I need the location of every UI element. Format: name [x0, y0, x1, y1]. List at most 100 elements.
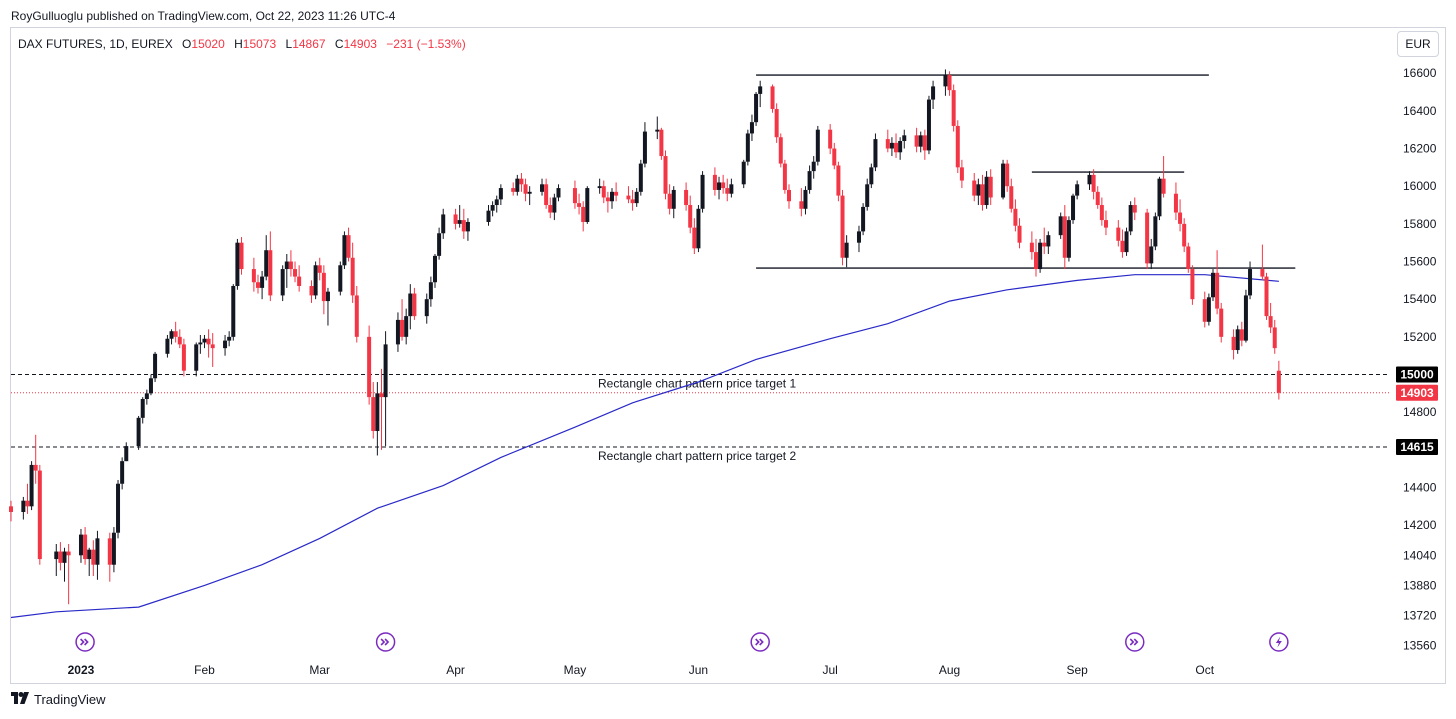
candle-body: [1161, 178, 1166, 194]
candle-body: [832, 148, 837, 166]
candle-body: [223, 340, 228, 349]
candle-body: [815, 129, 820, 162]
candle-body: [202, 338, 207, 343]
y-tick-label: 16200: [1403, 142, 1437, 156]
candle-body: [490, 205, 495, 211]
candle-body: [437, 233, 442, 256]
y-tick-label: 14400: [1403, 481, 1437, 495]
candle-body: [1157, 178, 1162, 217]
candle-body: [725, 188, 730, 194]
candle-body: [511, 188, 516, 192]
candle-body: [136, 417, 141, 447]
candle-body: [251, 269, 256, 283]
candle-body: [1120, 240, 1125, 253]
candle-body: [1058, 216, 1063, 236]
candle-body: [828, 129, 833, 149]
candle-body: [54, 551, 59, 560]
price-label-box: [1396, 384, 1438, 401]
candle-body: [856, 231, 861, 243]
candle-body: [404, 316, 409, 337]
candle-body: [165, 338, 170, 354]
candle-body: [140, 398, 145, 418]
candle-body: [354, 295, 359, 337]
candle-body: [1075, 184, 1080, 196]
candle-body: [1091, 174, 1096, 192]
candle-body: [107, 538, 112, 565]
candle-body: [869, 167, 874, 185]
y-axis: 13560 13720 13880 14040 14200 14400 14800 15200…: [1403, 29, 1437, 653]
candle-body: [527, 191, 532, 194]
candle-body: [350, 257, 355, 296]
y-tick-label: 14040: [1403, 548, 1437, 562]
candle-body: [1005, 163, 1010, 187]
candle-body: [395, 319, 400, 345]
x-tick-label: Feb: [194, 663, 215, 677]
x-tick-label: Sep: [1066, 663, 1088, 677]
currency-button[interactable]: EUR: [1397, 31, 1439, 57]
candle-body: [1243, 295, 1248, 341]
change-value: −231 (−1.53%): [386, 37, 466, 51]
candle-body: [1038, 242, 1043, 270]
candle-body: [428, 282, 433, 300]
event-icons: [75, 632, 1289, 652]
candle-body: [457, 220, 462, 224]
event-icon-ring: [750, 632, 770, 652]
low-value: 14867: [292, 37, 326, 51]
y-tick-label: 13720: [1403, 609, 1437, 623]
candle-body: [313, 265, 318, 296]
candle-body: [9, 506, 13, 512]
chart-frame: [10, 27, 1446, 684]
candle-body: [78, 534, 83, 556]
candle-body: [552, 197, 557, 213]
y-tick-label: 15200: [1403, 330, 1437, 344]
y-tick-label: 15600: [1403, 255, 1437, 269]
candle-body: [153, 353, 158, 379]
candle-body: [1013, 208, 1018, 226]
candle-body: [638, 163, 643, 192]
candle-body: [1116, 227, 1121, 241]
candle-body: [836, 165, 841, 196]
chevrons-glyph: [380, 638, 390, 646]
price-label-text: 14903: [1400, 386, 1434, 400]
x-tick-label: Aug: [939, 663, 960, 677]
candle-body: [572, 188, 577, 204]
candle-body: [83, 534, 88, 560]
candle-body: [441, 214, 446, 234]
level-annotation: Rectangle chart pattern price target 1: [598, 377, 796, 391]
candle-body: [379, 393, 384, 398]
y-tick-label: 15800: [1403, 217, 1437, 231]
candle-body: [91, 549, 96, 565]
x-tick-label: May: [564, 663, 587, 677]
candle-body: [325, 291, 330, 302]
candle-body: [453, 214, 458, 224]
candle-body: [1264, 276, 1269, 317]
candle-body: [1153, 216, 1158, 247]
candle-body: [62, 551, 67, 563]
candle-body: [889, 142, 894, 149]
candle-body: [544, 184, 549, 206]
candle-body: [605, 197, 610, 202]
x-tick-label: Jun: [689, 663, 708, 677]
close-value: 14903: [343, 37, 377, 51]
event-icon-ring: [75, 632, 95, 652]
candle-body: [630, 199, 635, 204]
candle-body: [959, 167, 964, 181]
candle-body: [1103, 220, 1108, 228]
candle-body: [1219, 308, 1224, 337]
candle-body: [902, 135, 907, 141]
candle-body: [667, 193, 672, 209]
candle-body: [548, 205, 553, 213]
candle-body: [865, 184, 870, 207]
candle-body: [1268, 316, 1273, 328]
candle-body: [787, 189, 792, 202]
candle-body: [87, 549, 92, 560]
candle-body: [688, 205, 693, 228]
candle-body: [264, 250, 269, 277]
candle-body: [634, 191, 639, 204]
candle-body: [21, 500, 26, 512]
candle-body: [700, 174, 705, 209]
candle-body: [840, 195, 845, 258]
x-tick-label: Apr: [446, 663, 465, 677]
candle-body: [293, 269, 298, 277]
